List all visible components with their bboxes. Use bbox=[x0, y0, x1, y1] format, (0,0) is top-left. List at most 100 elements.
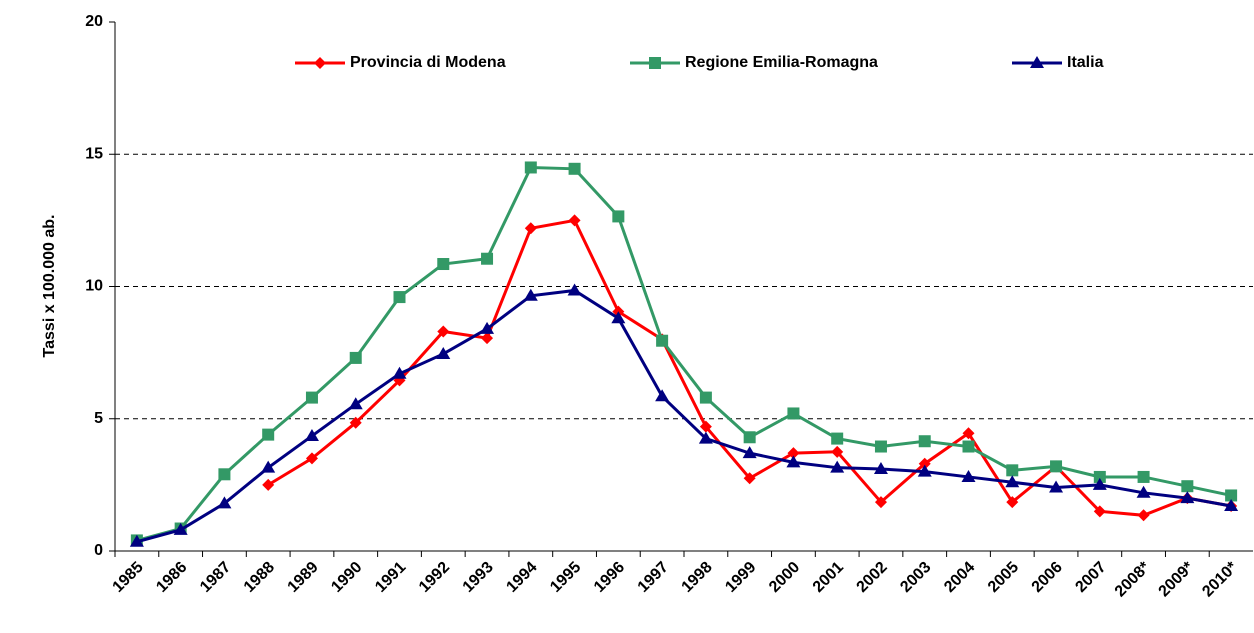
point bbox=[961, 469, 976, 482]
legend-marker bbox=[649, 57, 661, 69]
x-tick-label: 1989 bbox=[285, 559, 322, 596]
x-tick-label: 1987 bbox=[197, 559, 234, 596]
x-tick-label: 1996 bbox=[591, 559, 628, 596]
point bbox=[612, 210, 625, 223]
y-tick-label: 10 bbox=[85, 278, 103, 295]
point bbox=[173, 522, 188, 535]
point bbox=[349, 351, 362, 364]
point bbox=[305, 452, 318, 465]
x-tick-label: 1992 bbox=[416, 559, 453, 596]
y-tick-label: 5 bbox=[94, 410, 103, 427]
point bbox=[262, 428, 275, 441]
point bbox=[1006, 464, 1019, 477]
point bbox=[261, 460, 276, 473]
x-tick-label: 1991 bbox=[372, 559, 409, 596]
x-tick-label: 2001 bbox=[810, 559, 847, 596]
x-tick-label: 2007 bbox=[1072, 559, 1109, 596]
y-tick-label: 15 bbox=[85, 145, 103, 162]
x-tick-label: 2009* bbox=[1156, 558, 1198, 600]
point bbox=[436, 346, 451, 359]
point bbox=[962, 427, 975, 440]
point bbox=[699, 391, 712, 404]
point bbox=[1093, 470, 1106, 483]
point bbox=[1049, 480, 1064, 493]
point bbox=[787, 407, 800, 420]
point bbox=[656, 334, 669, 347]
series-line bbox=[136, 288, 1232, 544]
point bbox=[1224, 499, 1239, 512]
point bbox=[743, 431, 756, 444]
point bbox=[304, 428, 319, 441]
point bbox=[305, 391, 318, 404]
x-tick-label: 2000 bbox=[766, 559, 803, 596]
y-tick-label: 20 bbox=[85, 13, 103, 30]
point bbox=[917, 464, 932, 477]
point bbox=[873, 462, 888, 475]
point bbox=[481, 252, 494, 265]
point bbox=[523, 288, 538, 301]
x-tick-label: 1988 bbox=[241, 559, 278, 596]
series-line bbox=[136, 165, 1232, 542]
point bbox=[218, 468, 231, 481]
x-tick-label: 1986 bbox=[153, 559, 190, 596]
x-tick-label: 2006 bbox=[1029, 559, 1066, 596]
x-tick-label: 1998 bbox=[679, 559, 716, 596]
x-tick-label: 1990 bbox=[328, 559, 365, 596]
x-tick-label: 1999 bbox=[722, 559, 759, 596]
legend-marker bbox=[1030, 56, 1044, 68]
point bbox=[699, 420, 712, 433]
point bbox=[655, 389, 670, 402]
point bbox=[1093, 505, 1106, 518]
legend-marker bbox=[314, 57, 326, 69]
point bbox=[524, 222, 537, 235]
point bbox=[393, 291, 406, 304]
x-tick-label: 2004 bbox=[941, 559, 978, 596]
point bbox=[392, 366, 407, 379]
x-tick-label: 1993 bbox=[460, 559, 497, 596]
point bbox=[874, 496, 887, 509]
point bbox=[1136, 485, 1151, 498]
x-tick-label: 1994 bbox=[503, 559, 540, 596]
point bbox=[437, 258, 450, 271]
point bbox=[918, 435, 931, 448]
point bbox=[1050, 460, 1063, 473]
point bbox=[481, 332, 494, 345]
point bbox=[1006, 496, 1019, 509]
point bbox=[831, 445, 844, 458]
point bbox=[262, 478, 275, 491]
x-tick-label: 2003 bbox=[897, 559, 934, 596]
y-tick-label: 0 bbox=[94, 542, 103, 559]
point bbox=[217, 496, 232, 509]
point bbox=[611, 311, 626, 324]
y-axis-label: Tassi x 100.000 ab. bbox=[41, 215, 58, 358]
point bbox=[786, 455, 801, 468]
x-tick-label: 1985 bbox=[110, 559, 147, 596]
point bbox=[830, 460, 845, 473]
x-tick-label: 2005 bbox=[985, 559, 1022, 596]
legend-label: Italia bbox=[1067, 54, 1104, 71]
legend-label: Regione Emilia-Romagna bbox=[685, 54, 878, 71]
x-tick-label: 1997 bbox=[635, 559, 672, 596]
point bbox=[568, 162, 581, 175]
point bbox=[1225, 489, 1238, 502]
point bbox=[742, 446, 757, 459]
point bbox=[568, 214, 581, 227]
point bbox=[787, 447, 800, 460]
point bbox=[349, 416, 362, 429]
point bbox=[1005, 475, 1020, 488]
point bbox=[1137, 509, 1150, 522]
point bbox=[962, 440, 975, 453]
x-tick-label: 2010* bbox=[1199, 558, 1241, 600]
point bbox=[831, 432, 844, 445]
point bbox=[567, 283, 582, 296]
point bbox=[437, 325, 450, 338]
point bbox=[1092, 477, 1107, 490]
x-tick-label: 2002 bbox=[854, 559, 891, 596]
legend-label: Provincia di Modena bbox=[350, 54, 506, 71]
point bbox=[1180, 491, 1195, 504]
point bbox=[918, 457, 931, 470]
point bbox=[348, 397, 363, 410]
point bbox=[1137, 470, 1150, 483]
point bbox=[524, 161, 537, 174]
